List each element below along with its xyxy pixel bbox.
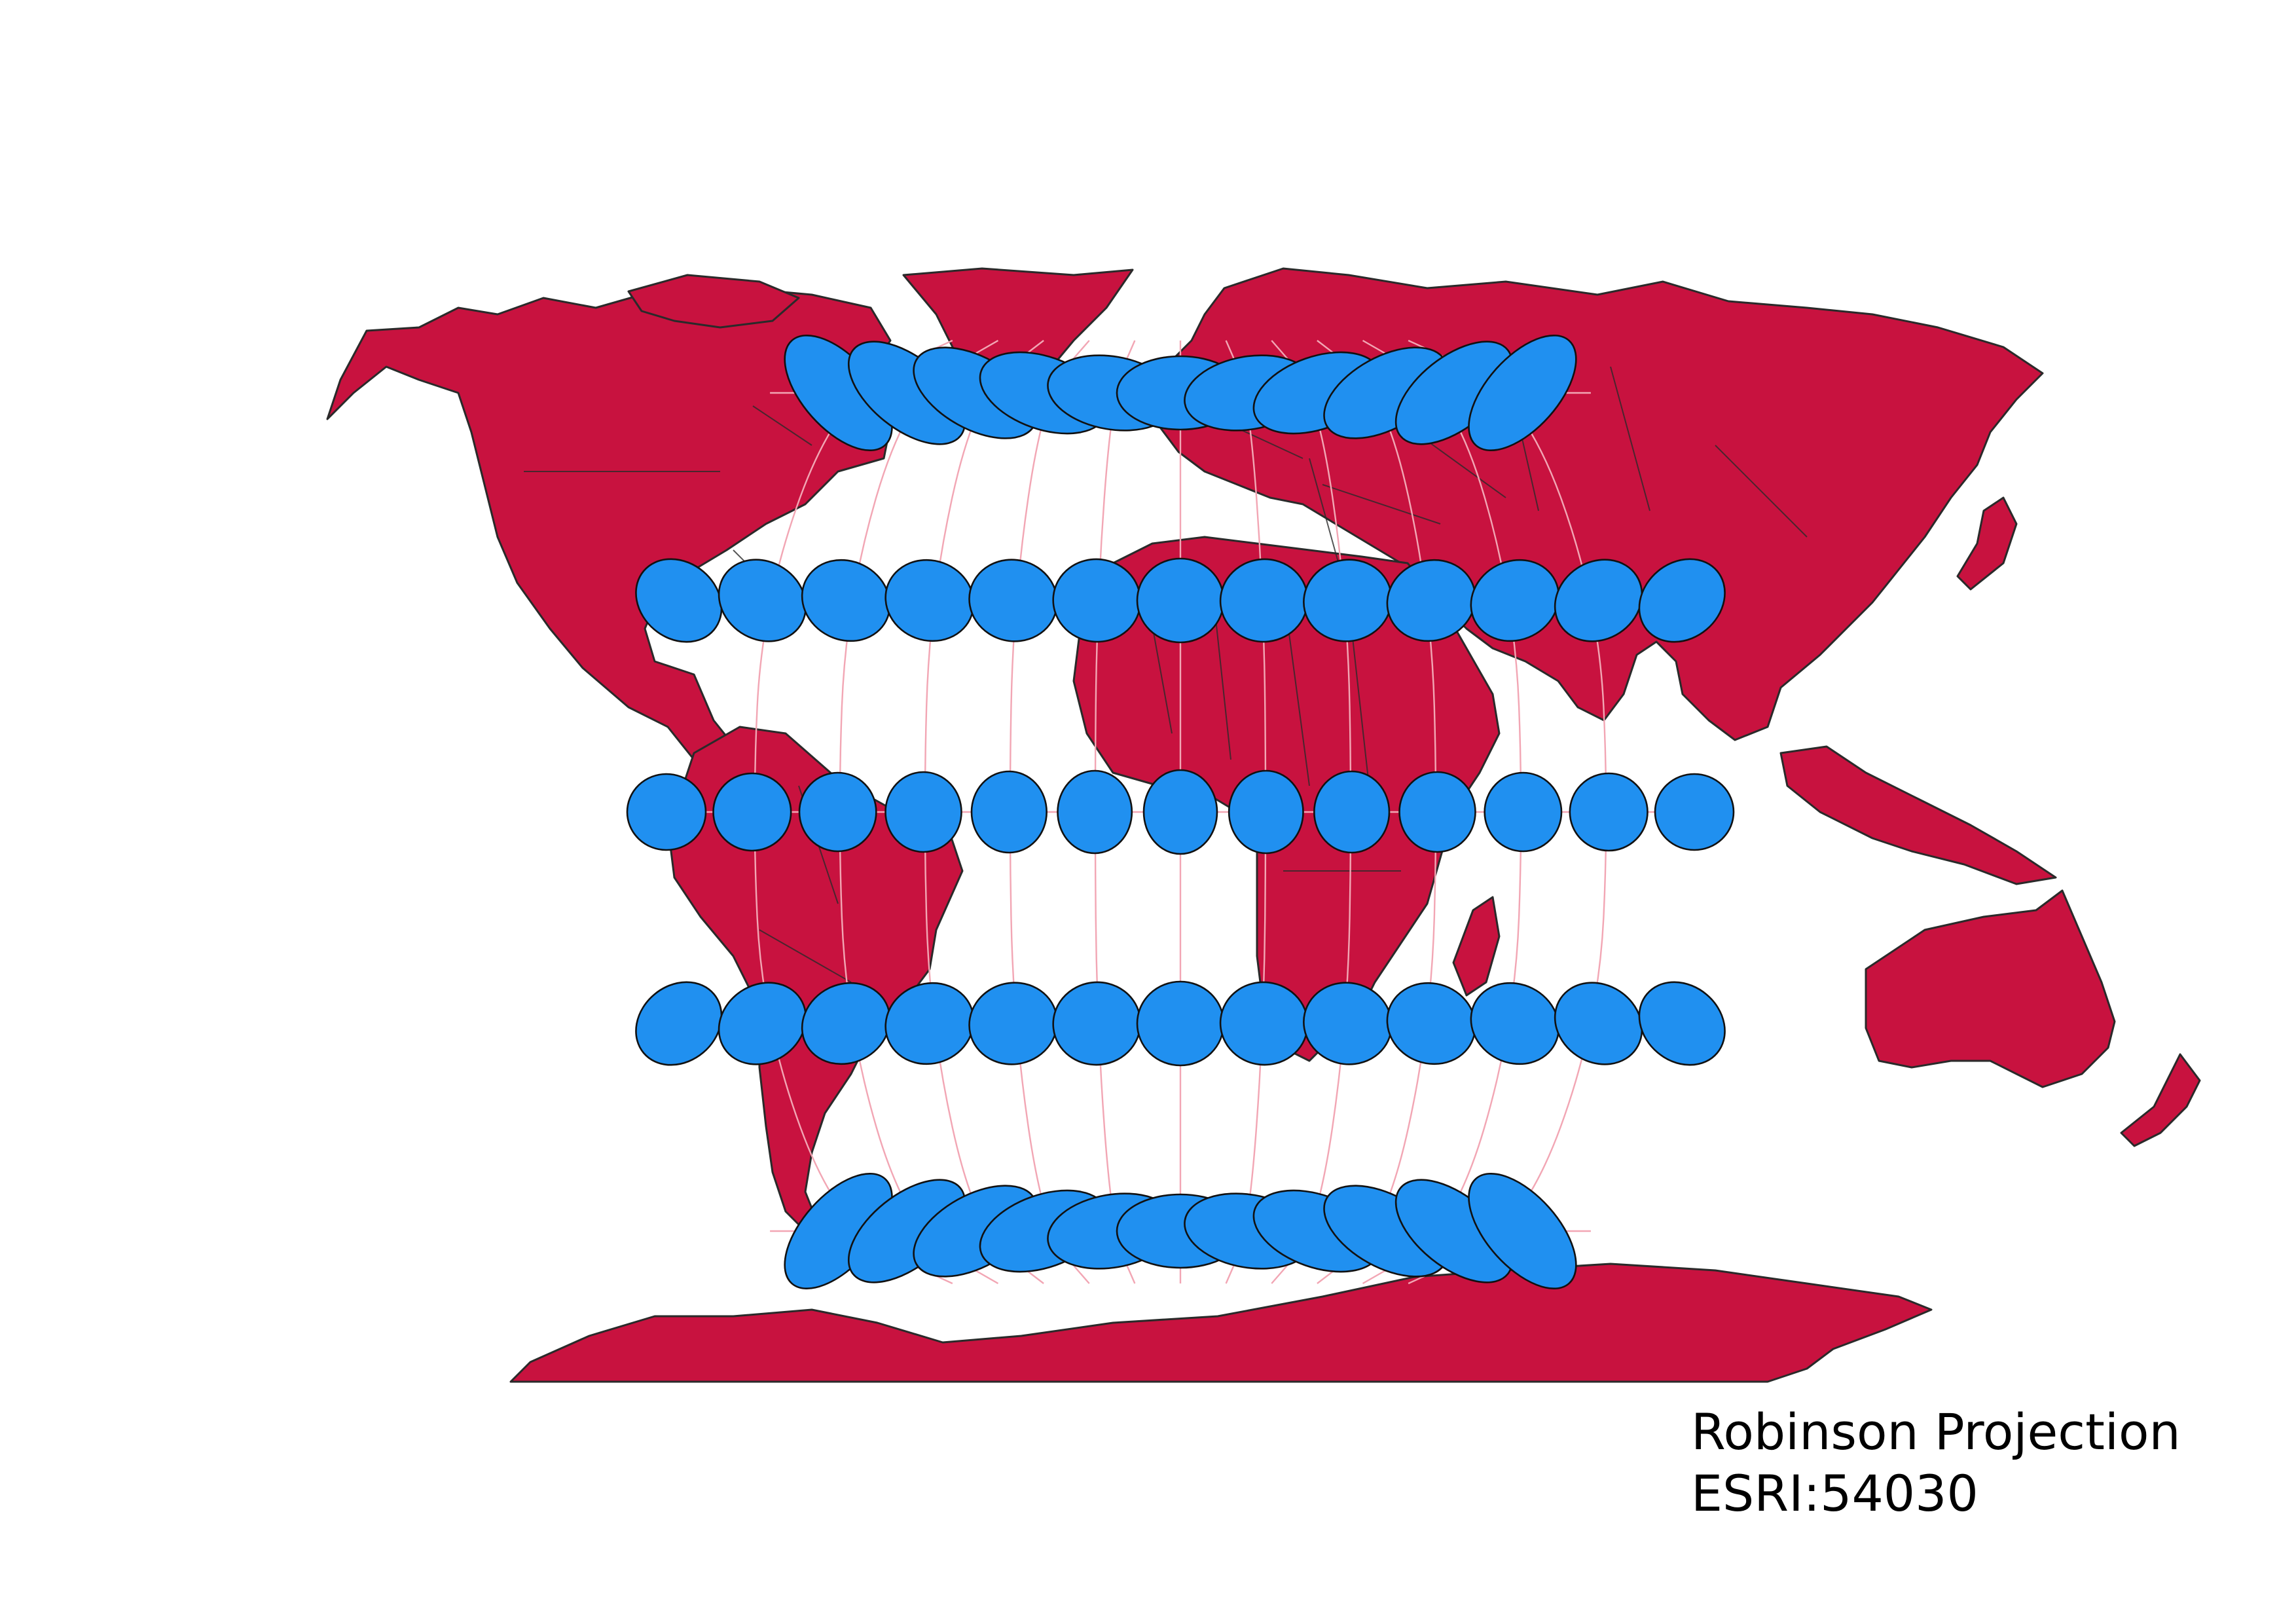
tissot-indicatrix	[1484, 771, 1563, 853]
tissot-indicatrix	[1470, 982, 1560, 1065]
tissot-indicatrix	[718, 982, 807, 1065]
tissot-indicatrix	[1142, 769, 1218, 855]
tissot-indicatrix	[801, 559, 891, 642]
tissot-indicatrix	[1554, 982, 1643, 1065]
tissot-indicatrix	[968, 559, 1058, 642]
tissot-indicatrix	[1398, 771, 1476, 853]
tissot-indicatrix	[1313, 770, 1391, 854]
madagascar	[1452, 896, 1501, 997]
tissot-indicatrix	[1386, 559, 1476, 642]
tissot-indicatrix	[635, 981, 723, 1066]
tissot-indicatrix	[1468, 1172, 1577, 1290]
antarctica	[509, 1263, 1933, 1383]
japan	[1956, 496, 2018, 591]
tissot-indicatrix	[968, 982, 1058, 1065]
tissot-indicatrix	[1228, 769, 1304, 855]
tissot-indicatrix	[1052, 981, 1142, 1066]
tissot-indicatrix	[884, 559, 975, 642]
projection-code: ESRI:54030	[1691, 1464, 1978, 1522]
projection-name: Robinson Projection	[1691, 1403, 2181, 1461]
tissot-indicatrix	[884, 771, 962, 853]
tissot-indicatrix	[1386, 982, 1476, 1065]
tissot-indicatrix	[1136, 557, 1225, 644]
tissot-indicatrix	[1638, 558, 1726, 643]
australia	[1865, 889, 2116, 1088]
southeast-asia	[1779, 745, 2057, 885]
tissot-indicatrix	[1654, 773, 1735, 851]
tissot-indicatrix	[718, 559, 807, 642]
tissot-indicatrix	[1470, 559, 1560, 642]
tissot-indicatrix	[1638, 981, 1726, 1066]
tissot-indicatrix	[712, 772, 792, 852]
tissot-indicatrix	[1057, 769, 1133, 855]
tissot-indicatrix	[626, 773, 707, 851]
tissot-indicatrix	[801, 982, 891, 1065]
new-zealand	[2120, 1053, 2201, 1147]
tissot-indicatrix	[1554, 559, 1643, 642]
tissot-indicatrix	[635, 558, 723, 643]
tissot-indicatrix	[1569, 772, 1649, 852]
tissot-indicatrix	[884, 982, 975, 1065]
arctic-islands	[627, 274, 800, 329]
tissot-indicatrix	[970, 770, 1048, 854]
tissot-indicatrix-layer	[626, 334, 1735, 1290]
tissot-indicatrix	[798, 771, 877, 853]
tissot-indicatrix	[1136, 980, 1225, 1067]
tissot-indicatrix	[1468, 334, 1577, 452]
map-caption: Robinson Projection ESRI:54030	[1691, 1401, 2181, 1524]
